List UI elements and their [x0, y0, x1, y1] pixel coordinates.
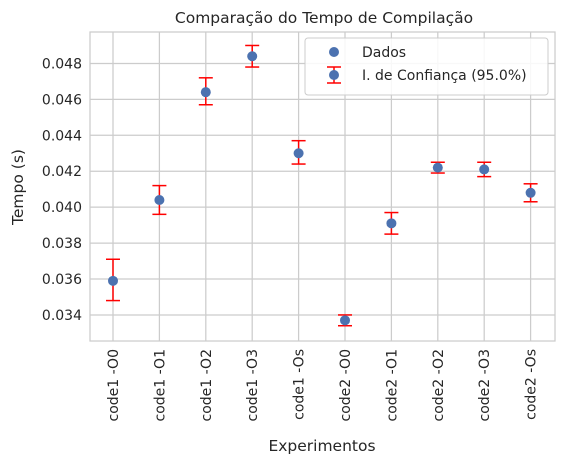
legend-label-ci: I. de Confiança (95.0%): [362, 68, 527, 84]
data-point: [340, 315, 350, 326]
y-tick-label: 0.036: [42, 272, 82, 288]
data-point: [247, 51, 258, 62]
y-tick-label: 0.042: [42, 164, 82, 180]
x-tick-label: code1 -O3: [245, 349, 261, 422]
data-point: [386, 218, 397, 229]
legend-marker-ci-point: [329, 70, 339, 80]
chart-title: Comparação do Tempo de Compilação: [175, 9, 473, 27]
data-point: [293, 148, 304, 159]
x-tick-label: code1 -O2: [199, 349, 215, 422]
x-tick-label: code1 -O1: [152, 349, 168, 422]
data-point: [108, 275, 118, 286]
y-tick-label: 0.040: [42, 200, 82, 216]
x-tick-label: code2 -O2: [431, 349, 447, 422]
x-tick-label: code1 -O0: [106, 349, 122, 422]
y-tick-label: 0.046: [42, 92, 82, 108]
y-tick-label: 0.034: [42, 308, 82, 324]
legend: Dados I. de Confiança (95.0%): [304, 37, 549, 96]
x-tick-label: code2 -O3: [477, 349, 493, 422]
y-tick-label: 0.038: [42, 236, 82, 252]
x-tick-label: code2 -Os: [524, 349, 540, 420]
y-tick-label: 0.048: [42, 56, 82, 72]
data-point: [525, 187, 536, 198]
legend-marker-dados: [329, 47, 339, 57]
plot-frame: [89, 31, 556, 342]
x-tick-labels: code1 -O0 code1 -O1 code1 -O2 code1 -O3 code…: [106, 349, 540, 422]
data-point: [154, 194, 165, 205]
legend-box: [304, 37, 549, 96]
x-tick-label: code1 -Os: [292, 349, 308, 420]
y-axis-label: Tempo (s): [9, 149, 27, 226]
y-tick-labels: 0.034 0.036 0.038 0.040 0.042 0.044 0.046 0.048: [42, 56, 82, 324]
data-point: [479, 164, 490, 175]
legend-label-dados: Dados: [362, 45, 406, 61]
data-point: [432, 162, 443, 173]
data-point: [200, 87, 211, 98]
x-axis-label: Experimentos: [268, 437, 375, 455]
x-tick-label: code2 -O0: [338, 349, 354, 422]
y-tick-label: 0.044: [42, 128, 82, 144]
data-points: [108, 51, 536, 326]
x-tick-label: code2 -O1: [384, 349, 400, 422]
